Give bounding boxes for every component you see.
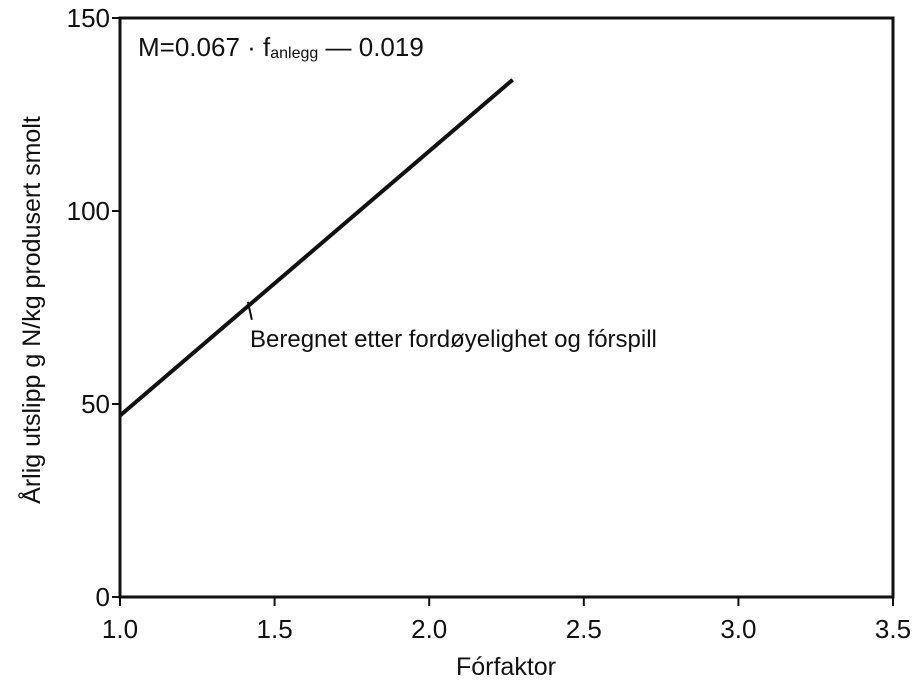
y-tick-label: 0 — [96, 582, 110, 612]
line-annotation-label: Beregnet etter fordøyelighet og fórspill — [250, 326, 657, 353]
x-axis-ticks: 1.0 1.5 2.0 2.5 3.0 3.5 — [102, 597, 911, 644]
formula-annotation: M=0.067 · fanlegg — 0.019 — [138, 32, 424, 62]
formula-suffix: — 0.019 — [318, 32, 424, 62]
y-axis-label: Årlig utslipp g N/kg produsert smolt — [16, 116, 46, 504]
y-tick-label: 50 — [81, 389, 110, 419]
x-tick-label: 3.5 — [875, 614, 911, 644]
series-layer — [118, 78, 514, 418]
y-tick-label: 100 — [67, 196, 110, 226]
x-tick-label: 1.5 — [257, 614, 293, 644]
x-tick-label: 2.0 — [411, 614, 447, 644]
x-axis-label: Fórfaktor — [456, 653, 556, 681]
x-tick-label: 2.5 — [566, 614, 602, 644]
y-axis-ticks: 0 50 100 150 — [67, 3, 120, 612]
plot-frame — [118, 16, 895, 599]
series-line — [118, 78, 514, 418]
formula-subscript: anlegg — [270, 45, 318, 62]
annotation-leader-line — [246, 301, 253, 320]
x-tick-label: 1.0 — [102, 614, 138, 644]
y-tick-label: 150 — [67, 3, 110, 33]
x-tick-label: 3.0 — [720, 614, 756, 644]
formula-prefix: M=0.067 · f — [138, 32, 271, 62]
